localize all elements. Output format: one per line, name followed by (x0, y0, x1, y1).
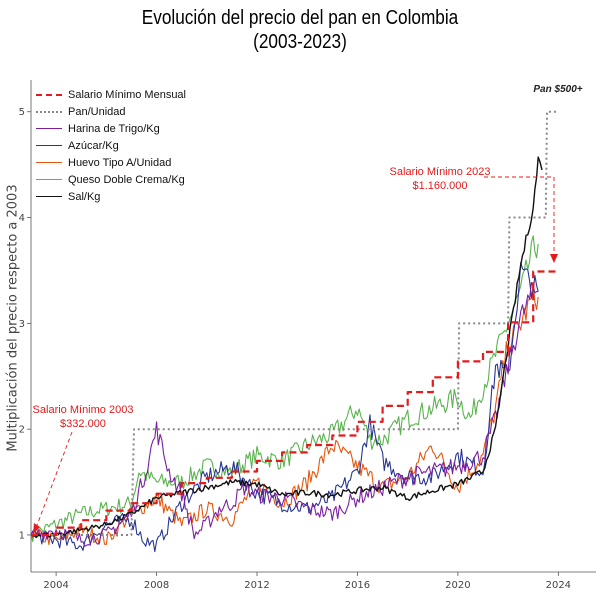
y-tick-label: 4 (19, 213, 25, 224)
y-tick-label: 5 (19, 107, 25, 118)
annotation-salary-2023-title: Salario Mínimo 2023 (390, 166, 491, 178)
x-tick-label: 2004 (43, 580, 68, 591)
annotation-salary-2023-value: $1.160.000 (412, 180, 467, 192)
x-tick-label: 2016 (345, 580, 370, 591)
annotation-salary-2023-arrowhead (550, 254, 558, 263)
annotation-salary-2003-arrowhead (33, 523, 40, 534)
chart-subtitle: (2003-2023) (253, 31, 347, 53)
y-tick-label: 1 (19, 530, 25, 541)
legend-item: Queso Doble Crema/Kg (36, 171, 186, 188)
legend-item: Pan/Unidad (36, 103, 186, 120)
annotation-pan-500: Pan $500+ (533, 84, 582, 95)
legend-label: Azúcar/Kg (68, 139, 119, 152)
legend-label: Harina de Trigo/Kg (68, 122, 160, 135)
annotation-salary-2003-title: Salario Mínimo 2003 (33, 404, 134, 416)
legend-label: Sal/Kg (68, 190, 101, 203)
legend-label: Queso Doble Crema/Kg (68, 173, 185, 186)
legend-item: Sal/Kg (36, 188, 186, 205)
y-axis-label-wrap: Multiplicación del precio respecto a 200… (2, 0, 24, 600)
legend-swatch (36, 179, 62, 180)
series-line-salario-minimo-mensual (31, 270, 559, 537)
legend-swatch (36, 128, 62, 129)
series-line-queso-doble-crema-kg (30, 235, 539, 543)
legend-item: Azúcar/Kg (36, 137, 186, 154)
series-line-pan-unidad (31, 110, 559, 536)
y-tick-label: 2 (19, 425, 25, 436)
y-tick-label: 3 (19, 319, 25, 330)
legend-swatch (36, 162, 62, 163)
annotations: Salario Mínimo 2003 $332.000 Salario Mínim… (33, 84, 583, 534)
chart-title-block: Evolución del precio del pan en Colombia… (42, 6, 558, 54)
legend-item: Salario Mínimo Mensual (36, 86, 186, 103)
annotation-salary-2003-arrow (35, 431, 73, 529)
annotation-salary-2003-value: $332.000 (60, 418, 106, 430)
legend-label: Pan/Unidad (68, 105, 126, 118)
series-line-sal-kg (30, 156, 543, 539)
x-tick-label: 2020 (445, 580, 470, 591)
legend-swatch (36, 145, 62, 146)
series-line-huevo-tipo-a-unidad (30, 284, 539, 546)
y-axis-label: Multiplicación del precio respecto a 200… (5, 184, 21, 452)
legend-label: Salario Mínimo Mensual (68, 88, 186, 101)
x-tick-label: 2024 (546, 580, 571, 591)
legend-label: Huevo Tipo A/Unidad (68, 156, 172, 169)
legend-item: Huevo Tipo A/Unidad (36, 154, 186, 171)
legend-item: Harina de Trigo/Kg (36, 120, 186, 137)
chart-title: Evolución del precio del pan en Colombia (141, 7, 459, 29)
x-tick-label: 2008 (144, 580, 169, 591)
legend-swatch (36, 110, 62, 113)
axes: 2004 2008 2012 2016 2020 2024 1 2 3 4 5 (19, 80, 596, 591)
annotation-salary-2023-arrow (484, 176, 555, 258)
legend-swatch (36, 93, 62, 96)
x-tick-label: 2012 (244, 580, 269, 591)
legend: Salario Mínimo Mensual Pan/Unidad Harina d… (36, 86, 186, 205)
legend-swatch (36, 196, 62, 197)
series-lines (30, 110, 559, 553)
